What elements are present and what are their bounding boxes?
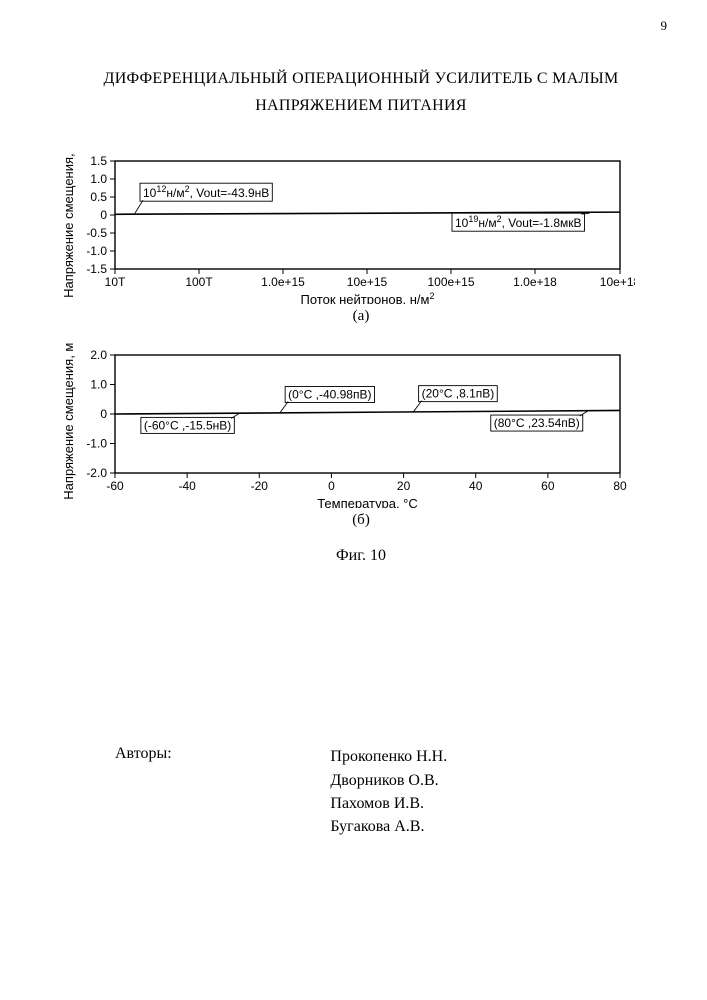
title-line-2: НАПРЯЖЕНИЕМ ПИТАНИЯ bbox=[255, 97, 467, 114]
svg-text:100e+15: 100e+15 bbox=[427, 275, 474, 289]
svg-text:Напряжение смещения, мВ: Напряжение смещения, мВ bbox=[61, 149, 76, 298]
author-name: Прокопенко Н.Н. bbox=[330, 745, 667, 768]
svg-text:1.5: 1.5 bbox=[90, 154, 107, 168]
svg-text:1.0e+18: 1.0e+18 bbox=[513, 275, 557, 289]
author-name: Дворников О.В. bbox=[330, 769, 667, 792]
svg-text:-1.0: -1.0 bbox=[86, 437, 107, 451]
svg-text:80: 80 bbox=[613, 479, 627, 493]
svg-text:1.0e+15: 1.0e+15 bbox=[261, 275, 305, 289]
svg-text:10e+18: 10e+18 bbox=[600, 275, 635, 289]
svg-text:Напряжение смещения, мкВ: Напряжение смещения, мкВ bbox=[61, 343, 76, 500]
svg-text:-2.0: -2.0 bbox=[86, 466, 107, 480]
figure-caption: Фиг. 10 bbox=[55, 547, 667, 565]
svg-text:10e+15: 10e+15 bbox=[347, 275, 388, 289]
author-name: Пахомов И.В. bbox=[330, 792, 667, 815]
chart-b-container: -2.0 -1.0 0 1.0 2.0 -60 -40 -20 0 20 40 60 80 Напряже… bbox=[55, 343, 667, 529]
authors-section: Авторы: Прокопенко Н.Н.Дворников О.В.Пах… bbox=[55, 745, 667, 838]
svg-text:-1.0: -1.0 bbox=[86, 244, 107, 258]
svg-text:(20°C ,8.1пВ): (20°C ,8.1пВ) bbox=[422, 387, 495, 401]
svg-text:0: 0 bbox=[100, 208, 107, 222]
svg-text:1.0: 1.0 bbox=[90, 172, 107, 186]
svg-text:-40: -40 bbox=[178, 479, 196, 493]
author-name: Бугакова А.В. bbox=[330, 815, 667, 838]
svg-text:0: 0 bbox=[328, 479, 335, 493]
chart-b-caption: (б) bbox=[55, 512, 667, 529]
svg-text:-60: -60 bbox=[106, 479, 124, 493]
chart-a-caption: (а) bbox=[55, 308, 667, 325]
page-number: 9 bbox=[661, 18, 668, 34]
authors-list: Прокопенко Н.Н.Дворников О.В.Пахомов И.В… bbox=[330, 745, 667, 838]
chart-b: -2.0 -1.0 0 1.0 2.0 -60 -40 -20 0 20 40 60 80 Напряже… bbox=[55, 343, 635, 508]
svg-text:0: 0 bbox=[100, 407, 107, 421]
svg-text:60: 60 bbox=[541, 479, 555, 493]
title-line-1: ДИФФЕРЕНЦИАЛЬНЫЙ ОПЕРАЦИОННЫЙ УСИЛИТЕЛЬ … bbox=[103, 70, 618, 87]
svg-text:0.5: 0.5 bbox=[90, 190, 107, 204]
svg-text:10T: 10T bbox=[105, 275, 126, 289]
svg-text:-0.5: -0.5 bbox=[86, 226, 107, 240]
svg-text:-20: -20 bbox=[251, 479, 269, 493]
svg-text:Поток нейтронов, н/м2: Поток нейтронов, н/м2 bbox=[301, 291, 435, 304]
svg-text:Температура, °C: Температура, °C bbox=[317, 496, 418, 508]
svg-text:1.0: 1.0 bbox=[90, 378, 107, 392]
svg-text:-1.5: -1.5 bbox=[86, 262, 107, 276]
svg-text:(0°C ,-40.98пВ): (0°C ,-40.98пВ) bbox=[288, 388, 371, 402]
svg-text:100T: 100T bbox=[185, 275, 213, 289]
svg-text:(80°C ,23.54пВ): (80°C ,23.54пВ) bbox=[494, 416, 580, 430]
svg-text:40: 40 bbox=[469, 479, 483, 493]
svg-text:20: 20 bbox=[397, 479, 411, 493]
authors-label: Авторы: bbox=[55, 745, 330, 838]
svg-text:(-60°C ,-15.5нВ): (-60°C ,-15.5нВ) bbox=[144, 419, 231, 433]
chart-a-container: -1.5 -1.0 -0.5 0 0.5 1.0 1.5 10T 100T 1.0e+15 10e+… bbox=[55, 149, 667, 325]
chart-a: -1.5 -1.0 -0.5 0 0.5 1.0 1.5 10T 100T 1.0e+15 10e+… bbox=[55, 149, 635, 304]
svg-text:2.0: 2.0 bbox=[90, 348, 107, 362]
document-title: ДИФФЕРЕНЦИАЛЬНЫЙ ОПЕРАЦИОННЫЙ УСИЛИТЕЛЬ … bbox=[55, 65, 667, 119]
